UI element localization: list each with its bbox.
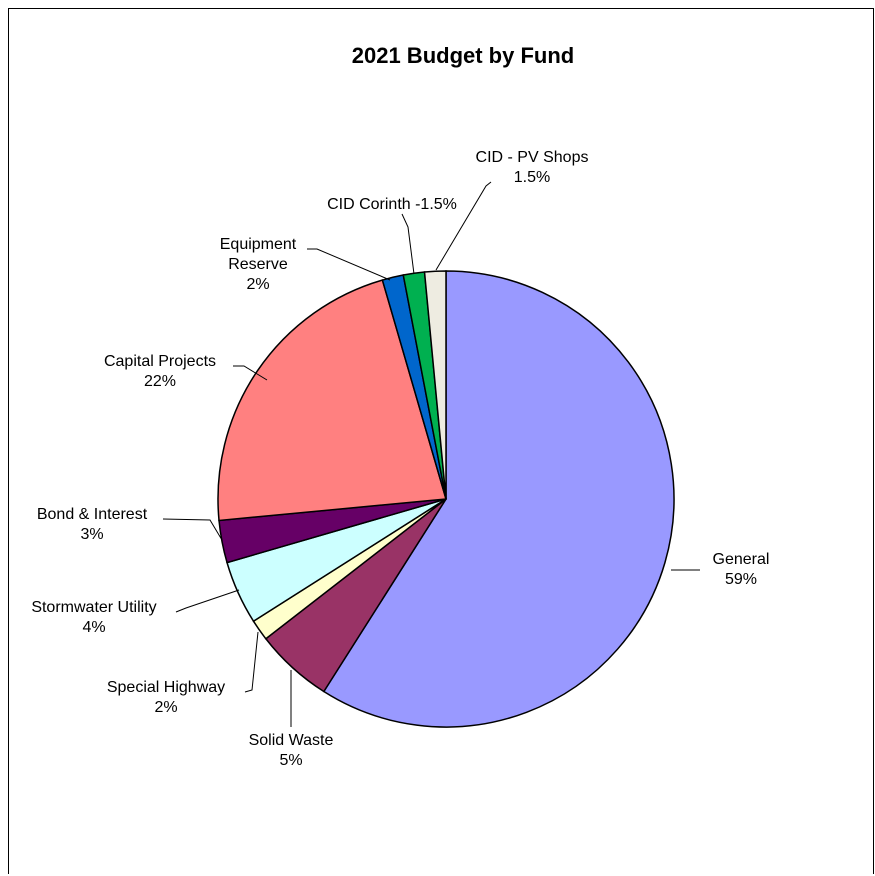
leader-line-stormwater-utility [175,589,240,613]
leader-line-cid-pv-shops [435,181,492,271]
slice-label-general: General 59% [713,551,770,588]
leader-lines [162,181,700,727]
slice-label-cid-corinth: CID Corinth -1.5% [327,196,457,213]
leader-line-special-highway [244,631,259,693]
chart-title: 2021 Budget by Fund [352,43,574,68]
pie-slice-capital-projects [217,279,447,522]
slice-label-capital-projects: Capital Projects 22% [104,353,216,390]
slice-label-equipment-reserve: Equipment Reserve 2% [220,236,297,293]
slice-label-special-highway: Special Highway 2% [107,679,225,716]
leader-line-bond-interest [162,518,223,541]
slice-labels: General 59% Solid Waste 5% Special Highway 2%… [31,149,769,769]
slice-label-solid-waste: Solid Waste 5% [249,732,334,769]
leader-line-cid-corinth [401,213,415,275]
slice-label-bond-interest: Bond & Interest 3% [37,506,148,543]
leader-line-capital-projects [233,365,268,381]
pie-slice-general [322,270,675,728]
slice-label-stormwater-utility: Stormwater Utility 4% [31,599,156,636]
pie-slices [217,270,675,728]
leader-line-equipment-reserve [307,248,391,281]
slice-label-cid-pv-shops: CID - PV Shops 1.5% [476,149,589,186]
pie-slice-cid-pv-shops [423,270,447,500]
